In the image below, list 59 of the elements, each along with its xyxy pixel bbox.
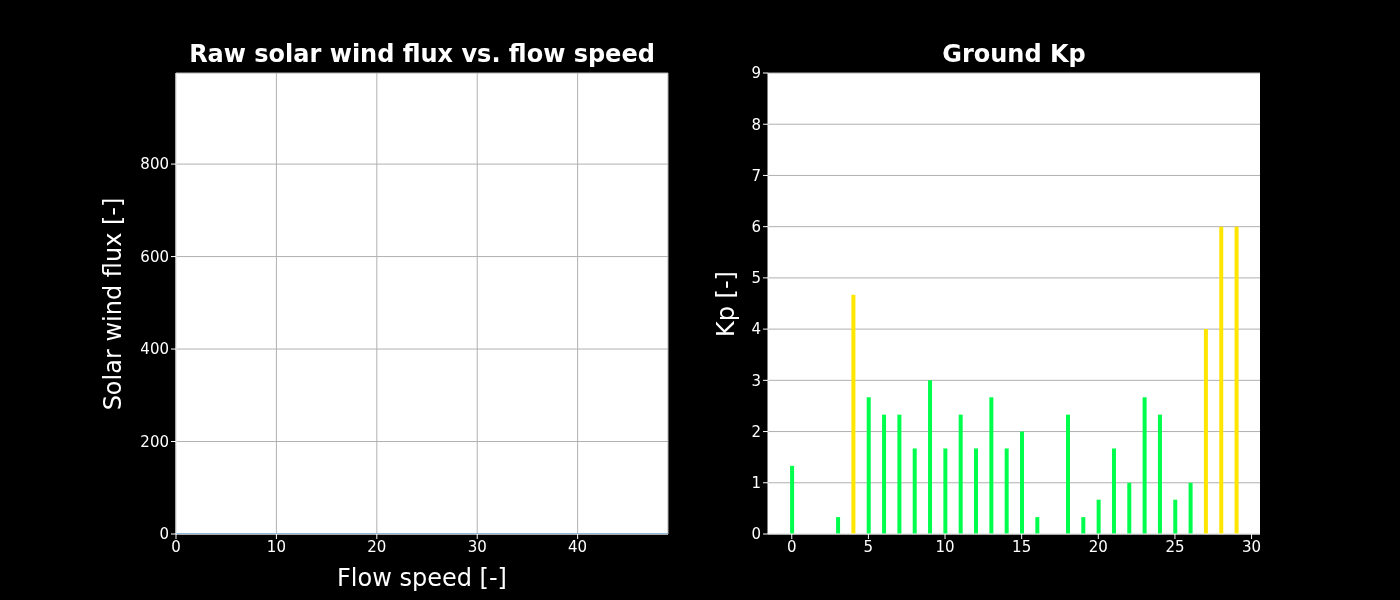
bar: [1065, 414, 1070, 534]
x-tick-label: 40: [568, 537, 588, 556]
bar: [1203, 329, 1208, 534]
y-tick-label: 3: [751, 371, 761, 390]
y-tick-label: 600: [140, 247, 169, 266]
y-tick-label: 200: [140, 432, 169, 451]
bar: [943, 448, 948, 534]
y-tick-label: 800: [140, 155, 169, 174]
x-tick-label: 0: [171, 537, 181, 556]
x-tick-label: 0: [786, 537, 797, 556]
bar: [1173, 499, 1178, 534]
bar: [912, 448, 917, 534]
bar: [1188, 482, 1193, 534]
y-tick-label: 7: [751, 166, 761, 185]
x-tick-label: 30: [467, 537, 487, 556]
bar: [1157, 414, 1162, 534]
x-tick-label: 20: [367, 537, 387, 556]
bar: [851, 294, 856, 534]
bar: [958, 414, 963, 534]
bar: [1111, 448, 1116, 534]
x-tick-label: 10: [935, 537, 955, 556]
bar: [866, 397, 871, 534]
x-axis-title: Flow speed [-]: [336, 563, 508, 593]
x-tick-label: 15: [1012, 537, 1032, 556]
x-tick-label: 10: [266, 537, 286, 556]
y-tick-label: 0: [751, 525, 761, 544]
bar: [1004, 448, 1009, 534]
y-axis-title: Kp [-]: [711, 270, 741, 337]
y-tick-label: 2: [751, 422, 761, 441]
y-axis-title: Solar wind flux [-]: [98, 197, 128, 410]
y-tick-label: 0: [159, 525, 169, 544]
bar: [1234, 226, 1239, 534]
x-tick-label: 30: [1242, 537, 1262, 556]
y-tick-label: 1: [751, 474, 761, 493]
x-tick-label: 20: [1088, 537, 1108, 556]
chart-title: Ground Kp: [942, 40, 1086, 68]
bar: [1142, 397, 1147, 534]
bar: [790, 465, 795, 534]
bar: [974, 448, 979, 534]
bar: [1219, 226, 1224, 534]
chart-title: Raw solar wind flux vs. flow speed: [189, 40, 655, 68]
bar: [928, 380, 933, 534]
y-tick-label: 8: [751, 115, 761, 134]
bar: [1127, 482, 1132, 534]
y-tick-label: 6: [751, 217, 761, 236]
bar: [836, 517, 841, 534]
bar: [897, 414, 902, 534]
bar: [1020, 431, 1024, 534]
x-tick-label: 5: [863, 537, 874, 556]
bar: [1081, 517, 1086, 534]
y-tick-label: 4: [751, 320, 761, 339]
y-tick-label: 5: [751, 269, 761, 288]
y-tick-label: 400: [140, 340, 169, 359]
y-tick-label: 9: [751, 64, 761, 83]
bar: [989, 397, 994, 534]
bar: [1096, 499, 1101, 534]
bar: [1035, 517, 1040, 534]
bar: [882, 414, 887, 534]
x-tick-label: 25: [1165, 537, 1185, 556]
